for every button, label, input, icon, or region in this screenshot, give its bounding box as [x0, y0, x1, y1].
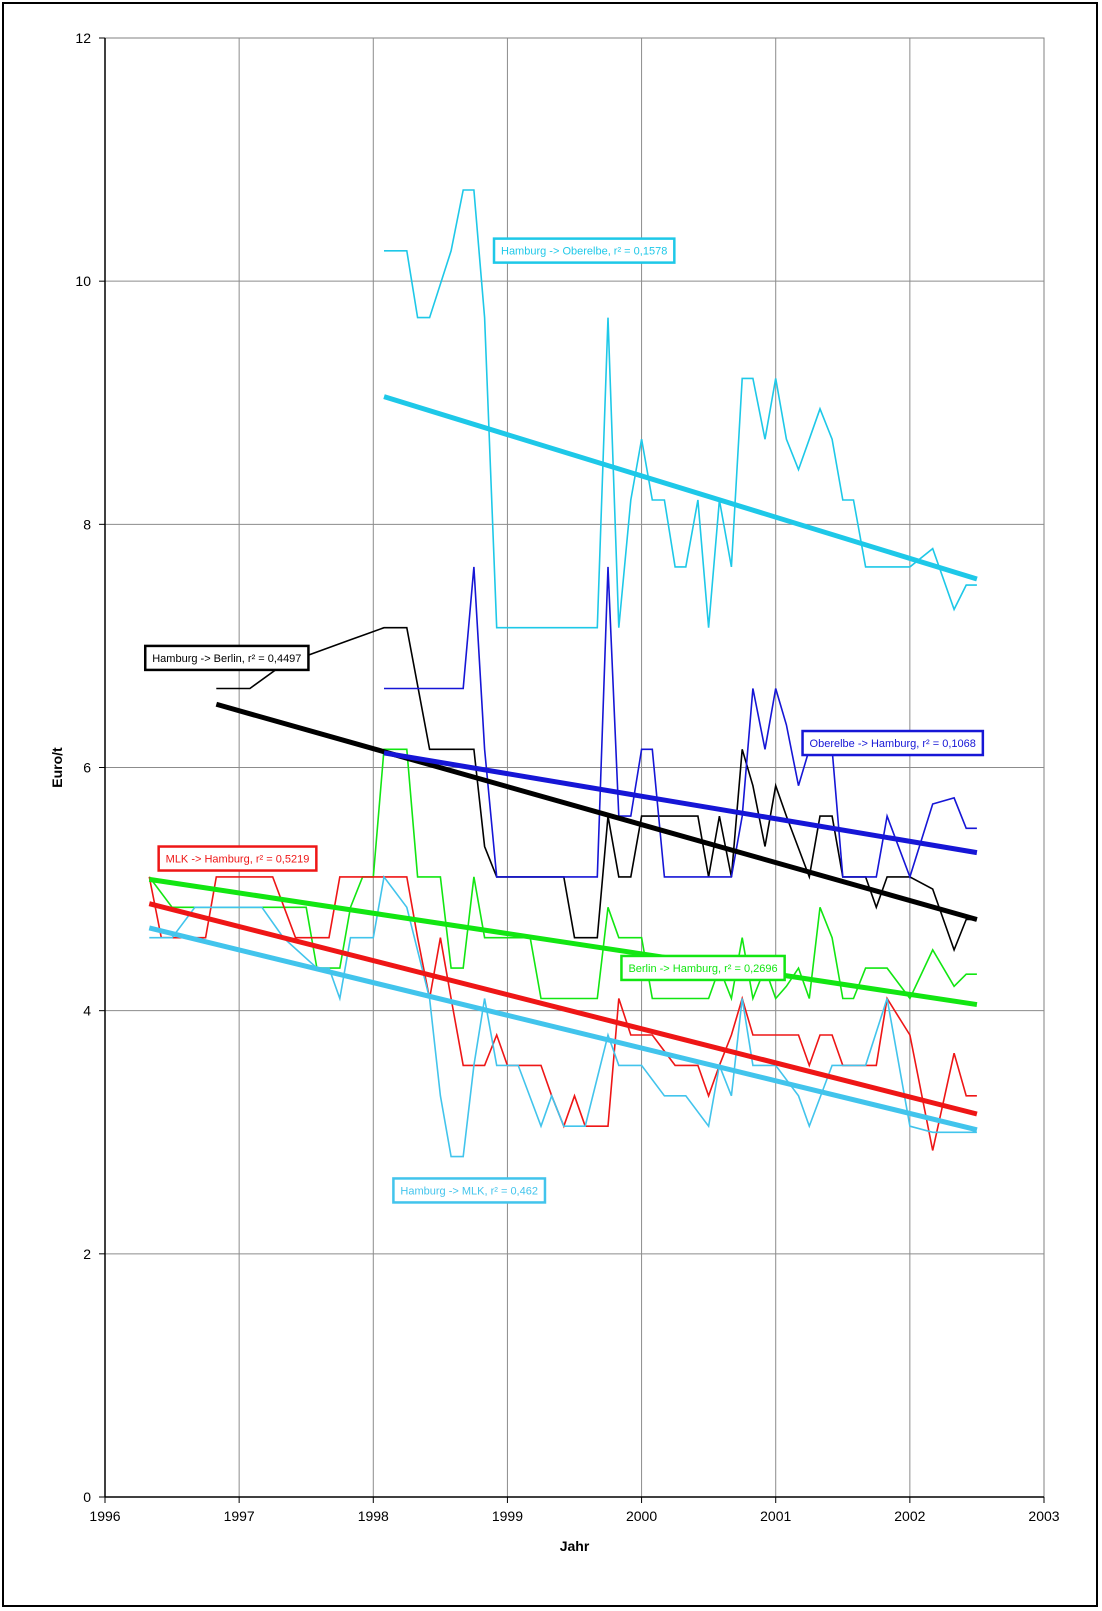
y-tick-label: 8: [83, 516, 91, 532]
trend-layer: [148, 394, 978, 1133]
trend-label-text: Hamburg -> Berlin, r² = 0,4497: [152, 653, 301, 665]
trendline-hamburg_mlk: [148, 925, 978, 1133]
y-tick-label: 0: [83, 1489, 91, 1505]
x-tick-label: 2001: [760, 1508, 791, 1524]
grid-lines: [105, 38, 1044, 1497]
trend-label-oberelbe_hamburg: Oberelbe -> Hamburg, r² = 0,1068: [801, 729, 985, 757]
x-tick-label: 2002: [894, 1508, 925, 1524]
y-tick-label: 2: [83, 1246, 91, 1262]
trend-label-berlin_hamburg: Berlin -> Hamburg, r² = 0,2696: [620, 954, 786, 982]
series-layer: [148, 189, 977, 1158]
trend-label-hamburg_mlk: Hamburg -> MLK, r² = 0,462: [392, 1177, 547, 1204]
x-tick-label: 2000: [626, 1508, 657, 1524]
y-tick-label: 6: [83, 760, 91, 776]
trendline-hamburg_oberelbe: [383, 394, 978, 582]
series-line-oberelbe_hamburg: [384, 566, 977, 880]
trend-label-text: Oberelbe -> Hamburg, r² = 0,1068: [810, 738, 976, 750]
x-tick-label: 1996: [89, 1508, 120, 1524]
trendline-berlin_hamburg: [148, 876, 978, 1008]
trend-label-box: [801, 729, 985, 757]
trendline-mlk_hamburg: [148, 901, 978, 1117]
trend-label-box: [620, 954, 786, 982]
trend-label-box: [143, 644, 310, 672]
trend-label-text: Hamburg -> Oberelbe, r² = 0,1578: [501, 246, 667, 258]
trend-label-box: [157, 845, 318, 872]
x-tick-label: 1997: [224, 1508, 255, 1524]
series-line-hamburg_oberelbe: [384, 189, 977, 629]
x-tick-label: 2003: [1028, 1508, 1059, 1524]
y-tick-label: 4: [83, 1003, 91, 1019]
trendline-hamburg_berlin: [215, 701, 978, 922]
trend-label-mlk_hamburg: MLK -> Hamburg, r² = 0,5219: [157, 845, 318, 872]
annotation-layer: Hamburg -> Oberelbe, r² = 0,1578 Hamburg …: [143, 237, 985, 1204]
trend-label-box: [492, 237, 676, 264]
trend-label-text: MLK -> Hamburg, r² = 0,5219: [166, 854, 310, 866]
series-line-hamburg_mlk: [149, 874, 977, 1158]
trend-label-text: Berlin -> Hamburg, r² = 0,2696: [628, 963, 777, 975]
trend-label-text: Hamburg -> MLK, r² = 0,462: [400, 1185, 538, 1197]
x-axis-title: Jahr: [560, 1538, 590, 1554]
trendline-oberelbe_hamburg: [383, 750, 978, 856]
y-axis-title: Euro/t: [49, 747, 65, 788]
trend-label-hamburg_berlin: Hamburg -> Berlin, r² = 0,4497: [143, 644, 310, 672]
axis-ticks: 1996 1997 1998 1999 2000 2001 2002 2003 0 2 4 6 8 10 1…: [75, 30, 1059, 1524]
trend-label-hamburg_oberelbe: Hamburg -> Oberelbe, r² = 0,1578: [492, 237, 676, 264]
series-line-mlk_hamburg: [148, 876, 977, 1151]
y-tick-label: 12: [75, 30, 91, 46]
y-tick-label: 10: [75, 273, 91, 289]
trend-label-box: [392, 1177, 547, 1204]
x-tick-label: 1999: [492, 1508, 523, 1524]
x-tick-label: 1998: [358, 1508, 389, 1524]
